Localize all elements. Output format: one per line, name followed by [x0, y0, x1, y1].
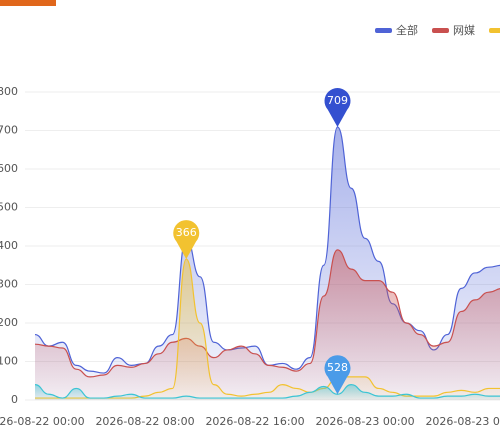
x-tick-label: 2026-08-22 16:00 [205, 415, 304, 428]
pin-label: 709 [327, 94, 348, 107]
pin: 528 [324, 355, 351, 395]
y-tick-label: 700 [0, 124, 18, 137]
pin: 709 [324, 88, 351, 128]
y-tick-label: 0 [11, 393, 18, 406]
legend-label: 全部 [396, 23, 418, 37]
pin-marker [324, 355, 351, 395]
x-tick-label: 2026-08-22 08:00 [95, 415, 194, 428]
line [34, 126, 500, 374]
y-tick-label: 100 [0, 355, 18, 368]
legend-swatch [375, 28, 392, 33]
legend-swatch [432, 28, 449, 33]
top-tab [0, 0, 56, 6]
pin-marker [324, 88, 351, 128]
x-tick-label: 2026-08-23 00:00 [315, 415, 414, 428]
area [35, 249, 500, 400]
y-tick-label: 400 [0, 239, 18, 252]
line [34, 383, 500, 399]
y-tick-label: 300 [0, 278, 18, 291]
pin-label: 528 [327, 361, 348, 374]
pin-marker [173, 220, 200, 260]
line [34, 249, 500, 378]
legend-label: 网媒 [453, 24, 475, 37]
y-tick-label: 600 [0, 162, 18, 175]
legend-swatch [489, 28, 500, 33]
x-tick-label: 2026-08-22 00:00 [0, 415, 85, 428]
pin-label: 366 [176, 226, 197, 239]
y-tick-label: 800 [0, 85, 18, 98]
x-tick-label: 2026-08-23 08:00 [425, 415, 500, 428]
y-tick-label: 200 [0, 316, 18, 329]
pin: 366 [173, 220, 200, 260]
y-tick-label: 500 [0, 201, 18, 214]
